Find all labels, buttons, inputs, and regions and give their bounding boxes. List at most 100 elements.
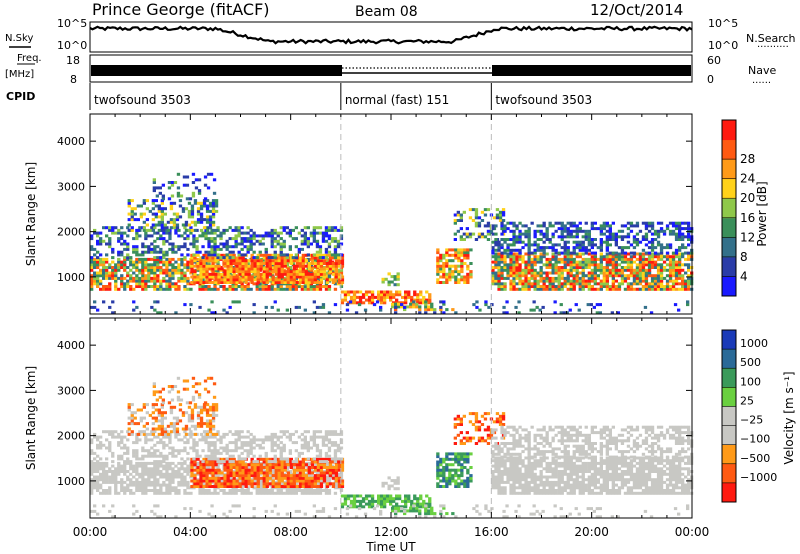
heatmap-cell bbox=[352, 301, 357, 305]
heatmap-cell bbox=[186, 491, 190, 495]
heatmap-cell bbox=[264, 247, 268, 251]
heatmap-cell bbox=[674, 251, 679, 255]
heatmap-cell bbox=[165, 279, 169, 283]
heatmap-cell bbox=[192, 245, 196, 249]
heatmap-cell bbox=[310, 262, 314, 265]
heatmap-cell bbox=[142, 212, 146, 216]
heatmap-cell bbox=[497, 243, 501, 247]
heatmap-cell bbox=[247, 471, 251, 475]
heatmap-cell bbox=[114, 282, 118, 286]
heatmap-cell bbox=[174, 472, 178, 476]
heatmap-cell bbox=[264, 287, 268, 291]
heatmap-cell bbox=[674, 255, 679, 259]
heatmap-cell bbox=[93, 274, 97, 278]
heatmap-cell bbox=[650, 282, 655, 286]
heatmap-cell bbox=[620, 276, 625, 280]
heatmap-cell bbox=[226, 482, 230, 486]
heatmap-cell bbox=[250, 466, 254, 469]
heatmap-cell bbox=[276, 491, 280, 495]
heatmap-cell bbox=[138, 464, 142, 468]
heatmap-cell bbox=[644, 224, 649, 228]
heatmap-cell bbox=[214, 199, 219, 203]
heatmap-cell bbox=[545, 232, 549, 236]
heatmap-cell bbox=[383, 301, 387, 305]
heatmap-cell bbox=[328, 474, 333, 478]
heatmap-cell bbox=[144, 441, 148, 445]
heatmap-cell bbox=[650, 240, 655, 244]
heatmap-cell bbox=[223, 482, 227, 486]
heatmap-cell bbox=[668, 271, 673, 275]
heatmap-cell bbox=[201, 245, 205, 249]
heatmap-cell bbox=[635, 263, 640, 267]
heatmap-cell bbox=[141, 475, 145, 479]
heatmap-cell bbox=[204, 285, 208, 288]
heatmap-cell bbox=[99, 257, 103, 261]
heatmap-cell bbox=[138, 257, 142, 261]
heatmap-cell bbox=[572, 229, 576, 233]
heatmap-cell bbox=[138, 475, 142, 479]
heatmap-cell bbox=[90, 472, 94, 476]
heatmap-cell bbox=[165, 287, 169, 291]
heatmap-cell bbox=[156, 491, 160, 495]
heatmap-cell bbox=[480, 219, 485, 222]
heatmap-cell bbox=[641, 268, 646, 272]
heatmap-cell bbox=[168, 263, 172, 267]
heatmap-cell bbox=[247, 278, 251, 282]
heatmap-cell bbox=[602, 240, 606, 244]
heatmap-cell bbox=[313, 256, 317, 260]
heatmap-cell bbox=[304, 259, 308, 263]
heatmap-cell bbox=[575, 279, 579, 283]
heatmap-cell bbox=[141, 457, 145, 461]
heatmap-cell bbox=[617, 246, 622, 250]
heatmap-cell bbox=[643, 305, 648, 309]
heatmap-cell bbox=[548, 266, 552, 269]
heatmap-cell bbox=[168, 268, 172, 272]
heatmap-cell bbox=[141, 486, 145, 490]
heatmap-cell bbox=[228, 226, 232, 230]
heatmap-cell bbox=[668, 257, 673, 261]
heatmap-cell bbox=[204, 489, 208, 492]
heatmap-cell bbox=[216, 438, 220, 442]
heatmap-cell bbox=[175, 218, 180, 222]
heatmap-cell bbox=[210, 451, 214, 455]
heatmap-cell bbox=[497, 287, 501, 291]
heatmap-cell bbox=[102, 226, 106, 230]
heatmap-cell bbox=[614, 260, 618, 264]
heatmap-cell bbox=[572, 248, 576, 252]
heatmap-cell bbox=[123, 486, 127, 490]
heatmap-cell bbox=[138, 282, 142, 286]
heatmap-cell bbox=[456, 210, 460, 214]
heatmap-cell bbox=[210, 287, 214, 291]
heatmap-cell bbox=[198, 285, 202, 288]
heatmap-cell bbox=[102, 464, 106, 468]
heatmap-cell bbox=[249, 228, 253, 232]
heatmap-cell bbox=[650, 257, 655, 261]
heatmap-cell bbox=[151, 228, 155, 232]
heatmap-cell bbox=[300, 247, 304, 251]
heatmap-cell bbox=[533, 282, 537, 286]
heatmap-cell bbox=[500, 260, 504, 264]
heatmap-cell bbox=[602, 227, 606, 231]
heatmap-cell bbox=[105, 489, 109, 492]
heatmap-cell bbox=[687, 287, 691, 291]
heatmap-cell bbox=[220, 281, 224, 284]
heatmap-cell bbox=[512, 285, 516, 288]
heatmap-cell bbox=[681, 221, 685, 225]
heatmap-cell bbox=[599, 229, 603, 233]
heatmap-cell bbox=[518, 251, 522, 255]
heatmap-cell bbox=[527, 229, 531, 233]
heatmap-cell bbox=[466, 256, 470, 260]
heatmap-cell bbox=[177, 276, 181, 280]
heatmap-cell bbox=[466, 267, 470, 271]
heatmap-cell bbox=[497, 255, 501, 259]
heatmap-cell bbox=[298, 485, 302, 488]
heatmap-cell bbox=[193, 199, 198, 203]
heatmap-cell bbox=[551, 276, 555, 280]
heatmap-cell bbox=[294, 245, 298, 249]
heatmap-cell bbox=[392, 295, 396, 299]
heatmap-cell bbox=[542, 240, 546, 244]
heatmap-cell bbox=[217, 479, 221, 483]
heatmap-cell bbox=[202, 281, 206, 284]
heatmap-cell bbox=[644, 232, 649, 236]
heatmap-cell bbox=[141, 449, 145, 453]
